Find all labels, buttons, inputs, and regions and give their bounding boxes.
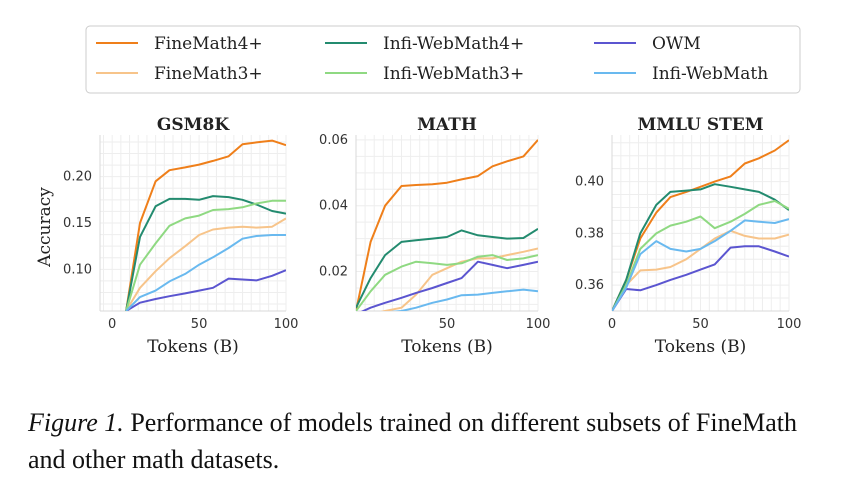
x-axis-label: Tokens (B) bbox=[401, 337, 492, 357]
caption-label: Figure 1. bbox=[28, 408, 124, 437]
series-line bbox=[612, 139, 789, 311]
caption-text: Performance of models trained on differe… bbox=[28, 408, 797, 474]
series-line bbox=[360, 260, 538, 311]
y-tick-label: 0.40 bbox=[575, 175, 604, 190]
legend-item: Infi-WebMath bbox=[594, 64, 768, 84]
series-line bbox=[125, 139, 286, 311]
x-axis-label: Tokens (B) bbox=[655, 337, 746, 357]
series-line bbox=[125, 269, 286, 311]
series-line bbox=[356, 139, 538, 311]
chart-panel: 0 50 100 0.10 0.15 0.20 GSM8K Tokens (B) Accurac… bbox=[35, 115, 298, 357]
panel-title: MATH bbox=[417, 115, 477, 135]
legend-label: Infi-WebMath4+ bbox=[383, 34, 524, 54]
legend-label: Infi-WebMath bbox=[652, 64, 768, 84]
series-line bbox=[391, 288, 538, 311]
series-line bbox=[125, 217, 286, 311]
x-tick-label: 100 bbox=[526, 317, 551, 332]
series-group bbox=[356, 139, 538, 311]
series-line bbox=[125, 199, 286, 311]
series-line bbox=[612, 200, 789, 311]
x-tick-label: 0 bbox=[608, 317, 616, 332]
series-line bbox=[380, 247, 538, 311]
legend-label: FineMath3+ bbox=[154, 64, 263, 84]
x-tick-label: 0 bbox=[108, 317, 116, 332]
y-tick-label: 0.02 bbox=[319, 265, 348, 280]
x-tick-label: 50 bbox=[439, 317, 456, 332]
chart-panels: 0 50 100 0.10 0.15 0.20 GSM8K Tokens (B) Accurac… bbox=[35, 115, 801, 357]
legend-item: Infi-WebMath4+ bbox=[325, 34, 524, 54]
chart-panel: 0 50 100 0.36 0.38 0.40 MMLU STEM Tokens (B) bbox=[575, 115, 801, 357]
figure-svg: FineMath4+ FineMath3+ Infi-WebMath4+ Infi-W… bbox=[35, 25, 801, 357]
x-tick-label: 50 bbox=[191, 317, 208, 332]
series-line bbox=[612, 245, 789, 311]
y-tick-label: 0.06 bbox=[319, 133, 348, 148]
series-line bbox=[125, 195, 286, 311]
series-group bbox=[612, 139, 789, 311]
series-line bbox=[612, 183, 789, 311]
panel-title: GSM8K bbox=[157, 115, 230, 135]
figure-caption: Figure 1. Performance of models trained … bbox=[28, 404, 818, 478]
legend-item: FineMath3+ bbox=[96, 64, 263, 84]
series-line bbox=[612, 218, 789, 311]
legend-label: Infi-WebMath3+ bbox=[383, 64, 524, 84]
chart-panel: 50 100 0.02 0.04 0.06 MATH Tokens (B) bbox=[319, 115, 550, 357]
legend-label: FineMath4+ bbox=[154, 34, 263, 54]
y-tick-label: 0.20 bbox=[63, 170, 92, 185]
series-line bbox=[356, 227, 538, 309]
y-tick-label: 0.38 bbox=[575, 226, 604, 241]
legend-label: OWM bbox=[652, 34, 701, 54]
x-tick-label: 100 bbox=[274, 317, 299, 332]
legend-item: Infi-WebMath3+ bbox=[325, 64, 524, 84]
x-tick-label: 50 bbox=[692, 317, 709, 332]
legend-item: OWM bbox=[594, 34, 701, 54]
panel-title: MMLU STEM bbox=[637, 115, 763, 135]
series-group bbox=[125, 139, 286, 311]
y-tick-label: 0.04 bbox=[319, 199, 348, 214]
series-line bbox=[356, 254, 538, 311]
legend: FineMath4+ FineMath3+ Infi-WebMath4+ Infi-W… bbox=[85, 25, 801, 94]
x-tick-label: 100 bbox=[777, 317, 802, 332]
series-line bbox=[125, 234, 286, 311]
y-tick-label: 0.36 bbox=[575, 278, 604, 293]
legend-item: FineMath4+ bbox=[96, 34, 263, 54]
y-tick-label: 0.15 bbox=[63, 216, 92, 231]
y-tick-label: 0.10 bbox=[63, 262, 92, 277]
y-axis-label: Accuracy bbox=[35, 187, 55, 268]
x-axis-label: Tokens (B) bbox=[147, 337, 238, 357]
